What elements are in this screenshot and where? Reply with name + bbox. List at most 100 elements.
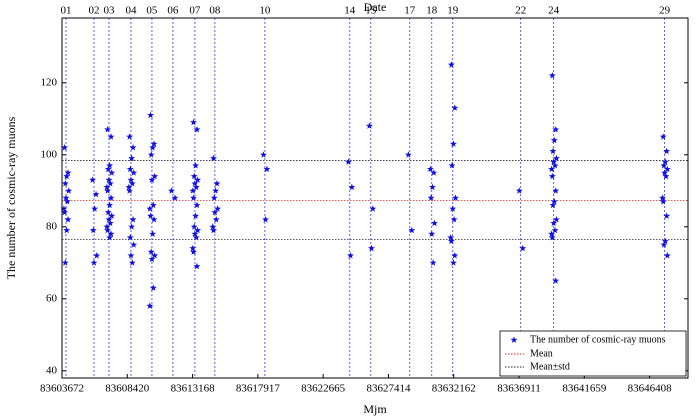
point	[89, 226, 97, 234]
point	[190, 194, 197, 201]
date-label: 03	[103, 5, 115, 17]
point	[190, 223, 198, 230]
point	[128, 180, 136, 187]
point	[64, 169, 72, 176]
point	[89, 176, 97, 183]
date-label: 06	[167, 5, 179, 17]
point	[146, 302, 154, 309]
point	[550, 158, 558, 165]
point	[262, 216, 269, 223]
point	[193, 262, 201, 270]
point	[212, 216, 220, 223]
point	[107, 230, 115, 237]
point	[452, 194, 459, 201]
date-label: 24	[548, 5, 560, 17]
y-tick-label: 80	[46, 220, 58, 232]
point	[211, 208, 219, 216]
point	[427, 194, 435, 201]
point	[263, 165, 271, 173]
x-tick-label: 83622665	[301, 383, 346, 395]
point	[551, 226, 559, 234]
point	[65, 187, 73, 194]
point	[404, 151, 412, 158]
point	[107, 133, 115, 140]
legend-label: Mean±std	[530, 361, 570, 372]
point	[126, 165, 134, 173]
date-label: 22	[515, 5, 526, 17]
point	[130, 169, 138, 176]
point	[61, 144, 69, 151]
date-label: 19	[447, 5, 459, 17]
point	[189, 187, 197, 194]
point	[661, 237, 669, 245]
point	[104, 187, 112, 194]
point	[548, 172, 556, 180]
date-label: 08	[209, 5, 221, 17]
point	[108, 212, 116, 219]
point	[549, 147, 557, 155]
point	[61, 259, 69, 266]
point	[260, 151, 267, 158]
point	[126, 187, 133, 194]
point	[192, 212, 200, 219]
point	[104, 226, 112, 234]
y-tick-label: 120	[41, 76, 58, 88]
point	[515, 187, 523, 194]
point	[426, 165, 434, 173]
point	[64, 216, 72, 223]
point	[194, 226, 202, 234]
point	[62, 194, 70, 201]
x-tick-label: 83641659	[562, 383, 607, 395]
point	[189, 244, 197, 252]
legend-box	[499, 330, 687, 377]
point	[210, 154, 217, 162]
point	[151, 172, 159, 180]
point	[105, 176, 113, 183]
point	[128, 154, 136, 162]
point	[431, 219, 438, 227]
point	[126, 234, 134, 241]
point	[210, 194, 218, 201]
point	[90, 259, 98, 266]
date-label: 02	[88, 5, 99, 17]
point	[149, 201, 157, 209]
point	[106, 219, 114, 227]
point	[108, 169, 116, 176]
point	[663, 147, 671, 155]
point	[91, 205, 99, 212]
point	[63, 172, 71, 180]
point	[450, 216, 458, 223]
date-label: 01	[61, 5, 72, 17]
point	[552, 126, 560, 133]
point	[147, 111, 154, 119]
point	[127, 252, 135, 259]
point	[190, 118, 197, 126]
point	[450, 259, 457, 266]
point	[663, 212, 671, 219]
top-axis-title: Date	[364, 0, 387, 14]
point	[192, 162, 200, 169]
point	[129, 216, 137, 223]
y-tick-label: 40	[46, 364, 58, 376]
point	[193, 126, 201, 133]
x-tick-label: 83613168	[171, 383, 216, 395]
point	[107, 194, 115, 201]
point	[212, 187, 220, 194]
point	[130, 241, 138, 248]
point	[104, 208, 112, 216]
point	[103, 183, 111, 191]
date-label: 29	[659, 5, 671, 17]
x-tick-label: 83617917	[236, 383, 281, 395]
point	[193, 201, 201, 209]
point	[150, 140, 158, 147]
point	[149, 144, 157, 151]
point	[450, 140, 457, 147]
point	[191, 230, 199, 237]
legend-label: The number of cosmic-ray muons	[530, 334, 666, 345]
point	[660, 162, 668, 169]
point	[659, 194, 666, 201]
point	[408, 226, 416, 234]
x-tick-label: 83636911	[497, 383, 541, 395]
point	[347, 252, 354, 259]
